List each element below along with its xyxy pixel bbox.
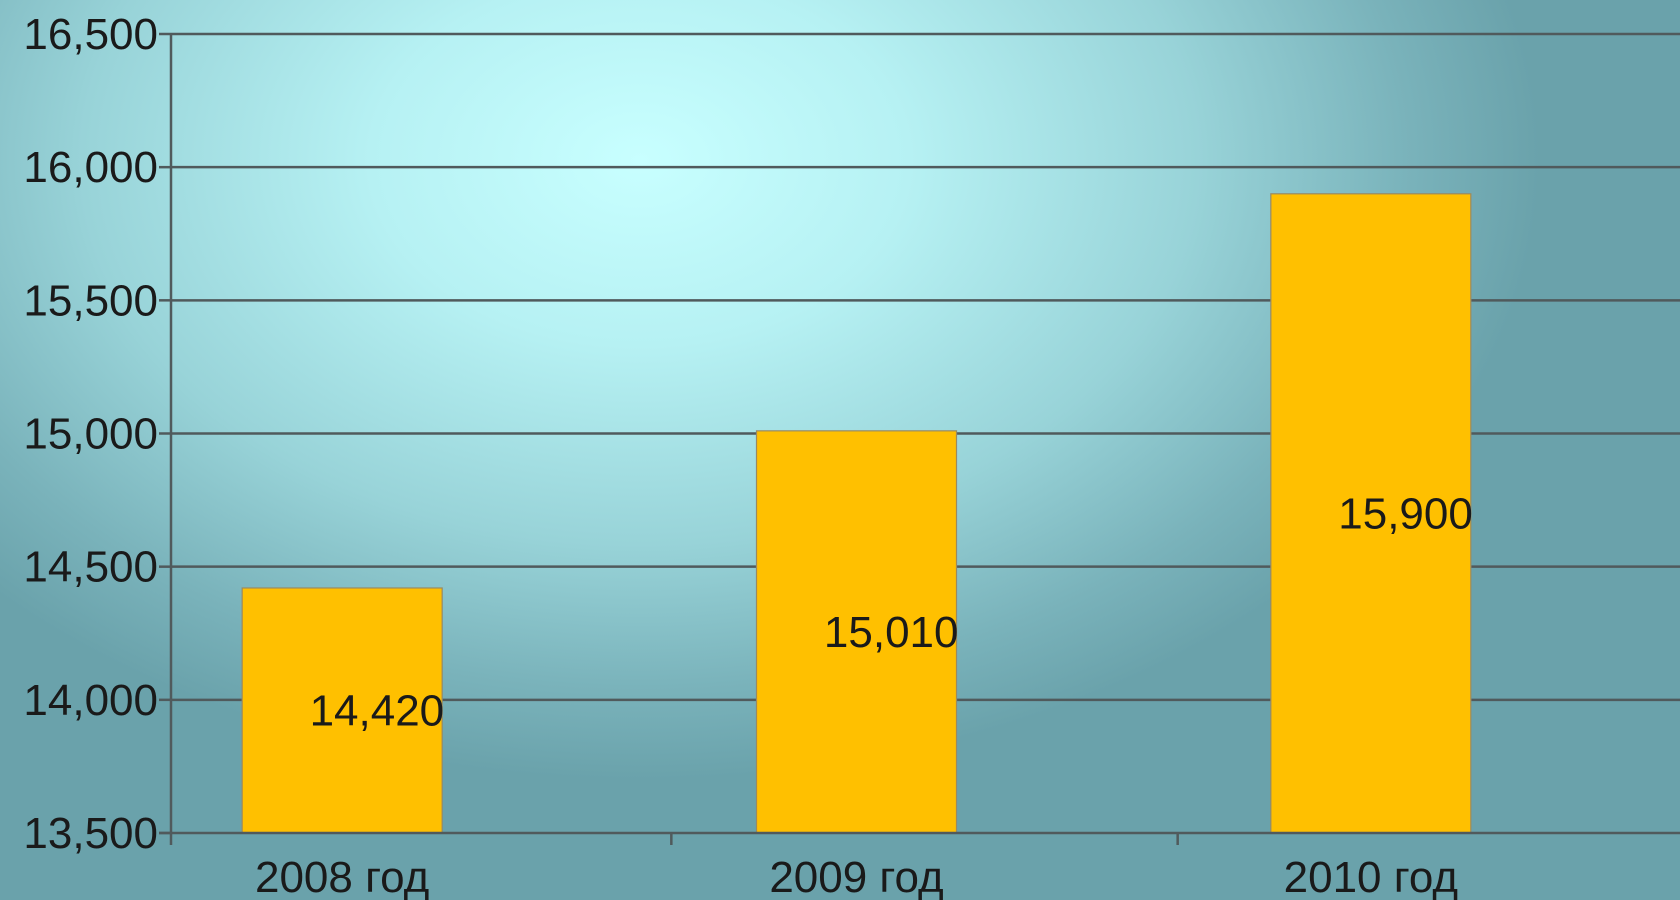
x-tick-label: 2010 год xyxy=(1284,853,1458,900)
bar xyxy=(755,430,958,834)
y-axis-tick-labels: 13,500 14,000 14,500 15,000 15,500 16,000 16,5… xyxy=(23,10,158,858)
axes xyxy=(159,32,1680,845)
x-axis-tick-labels: 2008 год 2009 год 2010 год xyxy=(255,853,1458,900)
bar xyxy=(241,587,443,834)
x-tick-label: 2009 год xyxy=(769,853,943,900)
data-labels: 14,420 15,010 15,900 xyxy=(310,489,1473,735)
data-label: 15,010 xyxy=(824,608,959,657)
x-tick-label: 2008 год xyxy=(255,853,429,900)
y-tick-label: 14,500 xyxy=(23,543,158,592)
y-tick-label: 15,000 xyxy=(23,410,158,459)
bars xyxy=(241,193,1472,834)
y-tick-label: 16,500 xyxy=(23,10,158,59)
y-tick-label: 15,500 xyxy=(23,276,158,325)
y-tick-label: 13,500 xyxy=(23,809,158,858)
data-label: 14,420 xyxy=(310,686,445,735)
data-label: 15,900 xyxy=(1338,489,1473,538)
bar xyxy=(1270,193,1472,834)
y-tick-label: 16,000 xyxy=(23,143,158,192)
y-tick-label: 14,000 xyxy=(23,676,158,725)
